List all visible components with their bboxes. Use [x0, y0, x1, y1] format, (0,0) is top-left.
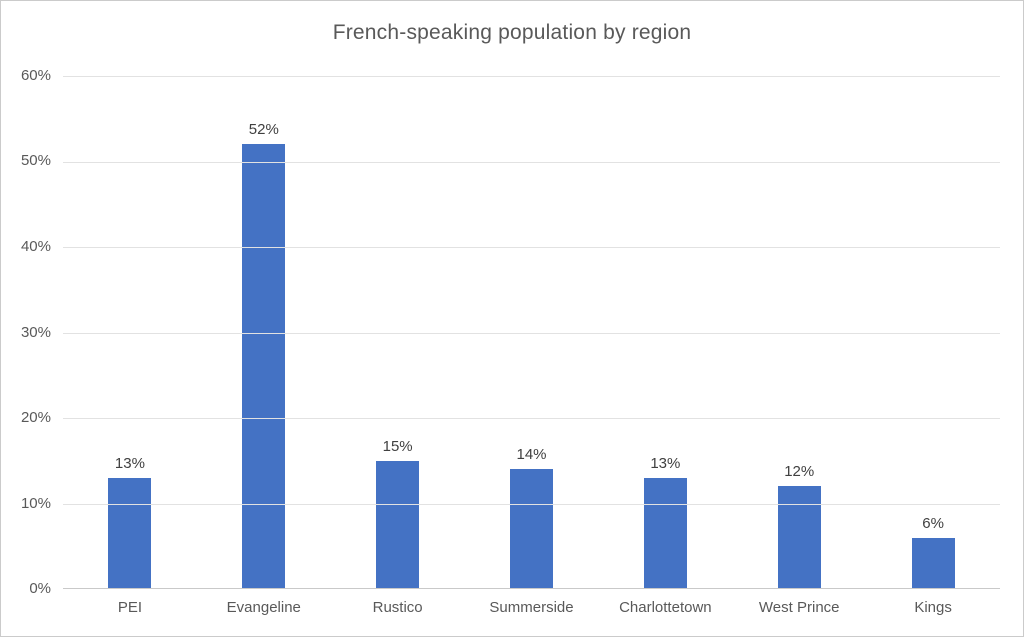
gridline — [63, 418, 1000, 419]
x-axis-labels: PEI Evangeline Rustico Summerside Charlottet… — [63, 597, 1000, 619]
y-tick-label: 0% — [29, 580, 51, 597]
bar-charlottetown — [643, 477, 687, 589]
bar-rustico — [376, 460, 420, 589]
gridline — [63, 332, 1000, 334]
y-tick-label: 40% — [20, 237, 51, 255]
x-tick-label-summerside: Summerside — [489, 599, 574, 616]
y-tick-label: 60% — [20, 67, 51, 84]
data-label-west-prince: 12% — [784, 463, 815, 481]
bar-kings — [911, 537, 955, 589]
gridline — [63, 247, 1000, 248]
plot-area: 13% 52% 15% 14% 13% 12% 6% — [63, 76, 1000, 589]
data-label-evangeline: 52% — [248, 121, 279, 139]
bar-group-pei: 13% — [63, 76, 197, 589]
bar-group-charlottetown: 13% — [598, 76, 732, 589]
y-tick-label: 50% — [20, 152, 51, 170]
x-tick-label-kings: Kings — [914, 599, 952, 616]
bar-west-prince — [777, 486, 821, 589]
gridline — [63, 76, 1000, 77]
bar-group-evangeline: 52% — [197, 76, 331, 589]
gridline — [63, 503, 1000, 505]
bar-pei — [108, 477, 152, 589]
chart-title: French-speaking population by region — [332, 21, 692, 44]
y-tick-label: 30% — [20, 323, 51, 341]
bar-group-rustico: 15% — [331, 76, 465, 589]
data-label-summerside: 14% — [516, 446, 547, 464]
y-tick-label: 20% — [20, 408, 51, 426]
x-tick-label-pei: PEI — [117, 599, 143, 616]
y-axis-labels: 0% 10% 20% 30% 40% 50% 60% — [1, 67, 51, 597]
bar-evangeline — [242, 144, 286, 589]
data-label-pei: 13% — [114, 454, 145, 472]
x-tick-label-rustico: Rustico — [372, 599, 423, 616]
data-label-kings: 6% — [922, 514, 944, 532]
y-tick-label: 10% — [20, 494, 51, 512]
x-tick-label-evangeline: Evangeline — [226, 599, 301, 616]
x-axis-line — [63, 588, 1000, 589]
x-tick-label-west-prince: West Prince — [758, 599, 840, 616]
x-tick-label-charlottetown: Charlottetown — [619, 599, 712, 616]
bar-summerside — [510, 469, 553, 589]
bar-group-summerside: 14% — [465, 76, 599, 589]
bar-group-kings: 6% — [866, 76, 1000, 589]
gridline — [63, 161, 1000, 163]
data-label-rustico: 15% — [382, 437, 413, 455]
data-label-charlottetown: 13% — [650, 454, 681, 472]
